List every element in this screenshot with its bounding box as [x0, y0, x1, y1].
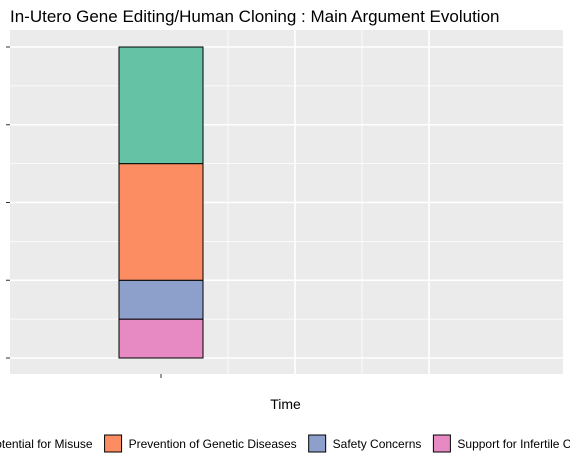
legend-key [432, 434, 451, 453]
chart-title: In-Utero Gene Editing/Human Cloning : Ma… [10, 7, 499, 26]
legend-label: Prevention of Genetic Diseases [129, 437, 297, 451]
bar-segment [118, 318, 204, 359]
bars [118, 46, 204, 359]
bar-segment [118, 163, 204, 281]
bar-segment [118, 279, 204, 320]
legend: Potential for Misuse Prevention of Geneti… [0, 434, 570, 453]
axes [6, 46, 162, 378]
grid-lines [10, 30, 563, 374]
legend-key [104, 434, 123, 453]
legend-label: Potential for Misuse [0, 437, 93, 451]
legend-label: Support for Infertile Couples [457, 437, 570, 451]
legend-label: Safety Concerns [333, 437, 422, 451]
bar-segment [118, 46, 204, 165]
x-axis-title: Time [270, 396, 301, 412]
legend-key [308, 434, 327, 453]
